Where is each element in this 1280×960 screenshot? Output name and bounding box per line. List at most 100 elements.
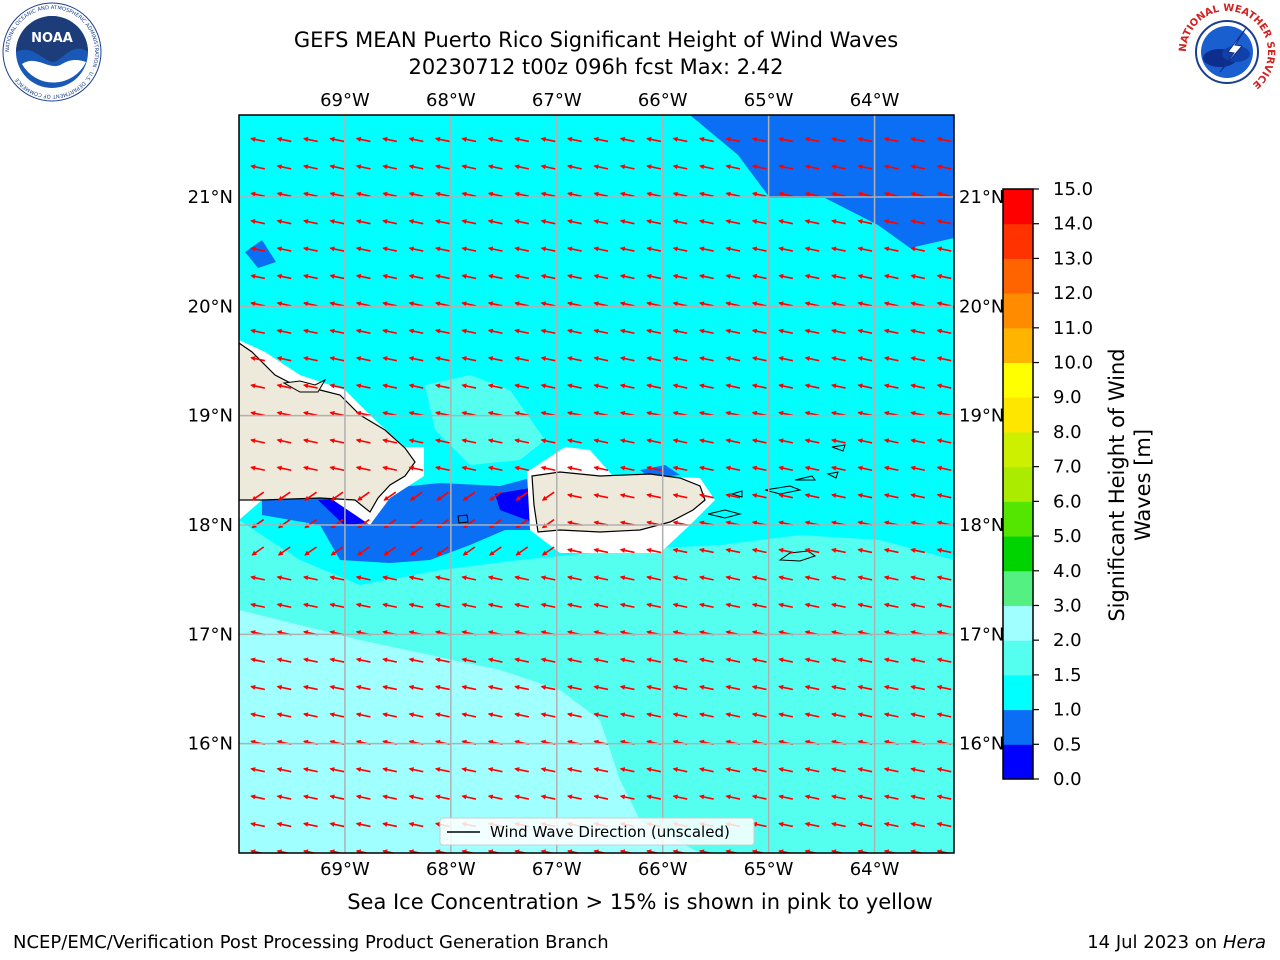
wave-arrow <box>514 575 530 581</box>
wave-arrow <box>434 438 450 444</box>
lon-label-bottom: 66°W <box>638 859 688 880</box>
wave-arrow <box>936 301 952 307</box>
wave-arrow <box>778 602 794 609</box>
wave-arrow <box>725 684 741 691</box>
wave-arrow <box>857 219 873 225</box>
wave-arrow <box>910 493 926 499</box>
wave-arrow <box>751 657 767 663</box>
wave-arrow <box>251 491 265 501</box>
wave-arrow <box>619 602 635 609</box>
wave-arrow <box>725 136 741 143</box>
wave-arrow <box>382 657 398 663</box>
lon-label-bottom: 68°W <box>426 859 476 880</box>
wave-arrow <box>250 356 266 362</box>
wave-arrow <box>408 301 424 307</box>
wave-arrow <box>672 547 688 554</box>
wave-arrow <box>302 219 318 225</box>
wave-arrow <box>830 602 846 609</box>
wave-arrow <box>672 273 688 280</box>
wave-arrow <box>383 546 397 556</box>
wave-arrow <box>672 191 688 198</box>
wave-arrow <box>778 767 794 773</box>
wave-arrow <box>910 438 926 444</box>
wave-arrow <box>883 465 899 472</box>
wave-arrow <box>434 383 450 389</box>
wave-arrow <box>778 465 794 472</box>
wave-arrow <box>804 383 820 389</box>
colorbar-tick-label: 0.0 <box>1053 769 1082 790</box>
land-puerto-rico <box>531 471 706 533</box>
wave-arrow <box>302 684 318 691</box>
wave-arrow <box>751 602 767 609</box>
wave-arrow <box>514 273 530 280</box>
wave-arrow <box>698 438 714 444</box>
wave-arrow <box>619 164 635 170</box>
wave-arrow <box>910 712 926 718</box>
wave-arrow <box>329 767 345 773</box>
lat-label-right: 19°N <box>959 406 1004 427</box>
wave-arrow <box>804 684 820 691</box>
lon-label-bottom: 65°W <box>744 859 794 880</box>
wave-arrow <box>646 383 662 389</box>
wave-arrow <box>883 328 899 335</box>
wave-arrow <box>355 575 371 581</box>
wave-arrow <box>936 438 952 444</box>
wave-arrow <box>751 383 767 389</box>
chart-subtitle: 20230712 t00z 096h fcst Max: 2.42 <box>408 55 784 79</box>
wave-arrow <box>540 383 556 389</box>
wave-arrow <box>357 546 370 556</box>
wave-arrow <box>646 657 662 663</box>
wave-arrow <box>830 465 846 472</box>
wave-arrow <box>302 383 318 389</box>
wave-arrow <box>646 465 662 472</box>
wave-arrow <box>804 575 820 581</box>
wave-arrow <box>514 328 530 335</box>
wave-arrow <box>461 383 477 389</box>
wave-arrow <box>329 136 345 143</box>
wave-arrow <box>646 191 662 198</box>
lat-label-right: 20°N <box>959 296 1004 317</box>
wave-arrow <box>409 546 423 556</box>
wave-arrow <box>566 191 582 198</box>
lon-label-top: 64°W <box>850 90 900 111</box>
wave-arrow <box>672 684 688 691</box>
colorbar-tick-label: 10.0 <box>1053 353 1093 374</box>
wave-arrow <box>804 465 820 472</box>
wave-arrow <box>725 301 741 307</box>
wave-arrow <box>250 465 266 472</box>
wave-arrow <box>487 191 503 198</box>
wave-arrow <box>250 164 266 170</box>
wave-arrow <box>382 438 398 444</box>
wave-arrow <box>408 684 424 691</box>
wave-arrow <box>566 712 582 718</box>
wave-arrow <box>566 465 582 472</box>
wave-arrow <box>619 767 635 773</box>
wave-arrow <box>830 547 846 554</box>
wave-arrow <box>302 767 318 773</box>
wave-arrow <box>408 246 424 252</box>
lat-label-left: 16°N <box>188 734 233 755</box>
wave-arrow <box>514 657 530 663</box>
wave-arrow <box>250 191 266 198</box>
wave-arrow <box>250 767 266 773</box>
wave-arrow <box>830 438 846 444</box>
wave-arrow <box>462 546 476 556</box>
colorbar-tick-label: 1.0 <box>1053 700 1082 721</box>
wave-arrow <box>804 493 820 499</box>
map-frame <box>238 114 955 854</box>
wave-arrow <box>593 575 609 581</box>
wave-arrow <box>698 273 714 280</box>
wave-arrow <box>778 219 794 225</box>
wave-arrow <box>778 712 794 718</box>
wave-arrow <box>408 219 424 225</box>
wave-arrow <box>725 493 741 499</box>
wave-arrow <box>276 767 292 773</box>
footer-date: 14 Jul 2023 on <box>1087 932 1223 953</box>
wave-arrow <box>698 356 714 362</box>
wave-arrow <box>725 575 741 581</box>
wave-arrow <box>487 246 503 252</box>
wave-arrow <box>382 712 398 718</box>
wave-arrow <box>619 438 635 444</box>
wave-arrow <box>276 602 292 609</box>
wave-arrow <box>672 356 688 362</box>
